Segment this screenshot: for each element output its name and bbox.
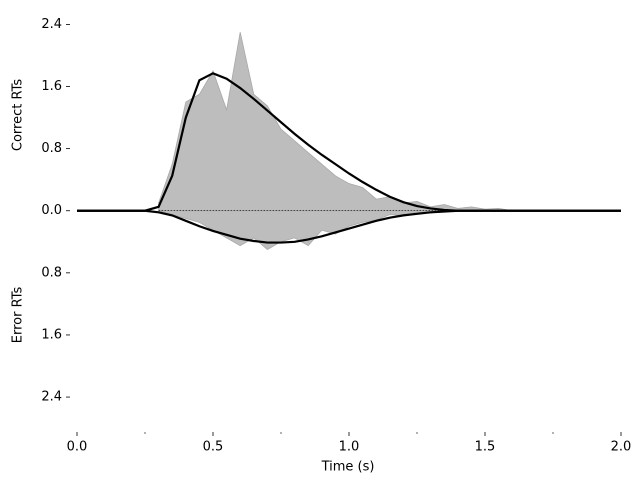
x-tick-label: 2.0	[611, 440, 632, 455]
y-axis-label-bottom: Error RTs	[11, 287, 26, 344]
y-tick-label: 1.6	[41, 79, 62, 94]
y-tick-label: 1.6	[41, 327, 62, 342]
y-tick-label: 0.0	[41, 203, 62, 218]
y-axis-label-top: Correct RTs	[11, 79, 26, 151]
y-tick-label: 0.8	[41, 141, 62, 156]
x-axis-label: Time (s)	[321, 460, 375, 475]
model-line	[77, 209, 621, 244]
density-area	[158, 32, 513, 212]
x-tick-label: 1.5	[475, 440, 496, 455]
x-tick-label: 0.5	[203, 440, 224, 455]
x-tick-label: 0.0	[67, 440, 88, 455]
x-tick-label: 1.0	[339, 440, 360, 455]
y-tick-label: 0.8	[41, 265, 62, 280]
y-tick-label: 2.4	[41, 17, 62, 32]
y-tick-label: 2.4	[41, 390, 62, 405]
